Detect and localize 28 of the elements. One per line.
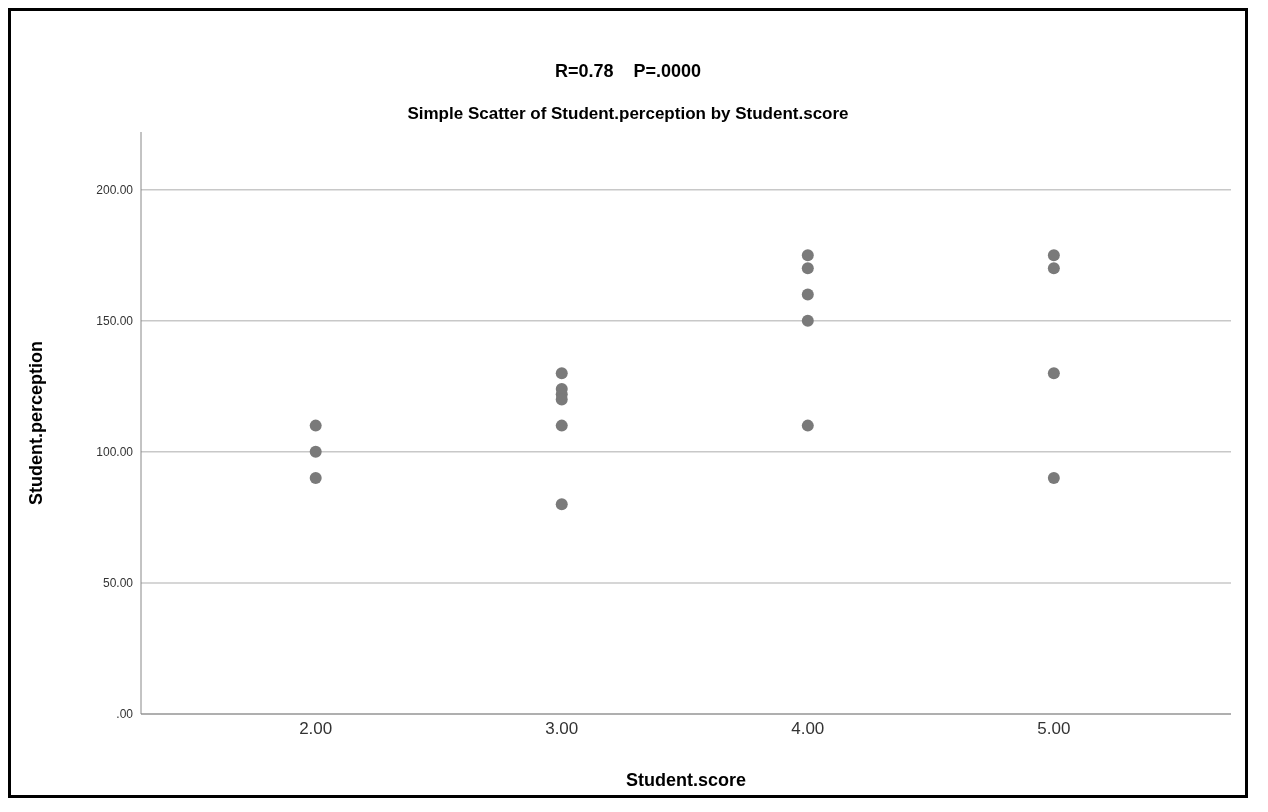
y-tick-label: 50.00 (102, 576, 134, 591)
x-axis-title: Student.score (625, 770, 747, 790)
x-tick-label: 4.00 (791, 719, 825, 739)
point (801, 249, 814, 262)
chart-subtitle: Simple Scatter of Student.perception by Student.score (406, 104, 850, 124)
y-tick-label: 100.00 (96, 445, 134, 460)
y-tick-label: 150.00 (96, 314, 134, 329)
point (1047, 367, 1060, 380)
point (801, 419, 814, 432)
point (801, 262, 814, 275)
chart-title: R=0.78 P=.0000 (553, 61, 703, 82)
point (309, 472, 322, 485)
y-tick-label: .00 (116, 707, 134, 722)
point (1047, 472, 1060, 485)
point (801, 288, 814, 301)
point (555, 419, 568, 432)
point (555, 367, 568, 380)
point (309, 445, 322, 458)
point (1047, 262, 1060, 275)
x-tick-label: 3.00 (545, 719, 579, 739)
y-tick-label: 200.00 (96, 182, 134, 197)
x-tick-label: 2.00 (299, 719, 333, 739)
point (1047, 249, 1060, 262)
point (801, 314, 814, 327)
x-tick-label: 5.00 (1037, 719, 1071, 739)
y-axis-title: Student.perception (26, 340, 47, 506)
point (555, 498, 568, 511)
point (309, 419, 322, 432)
